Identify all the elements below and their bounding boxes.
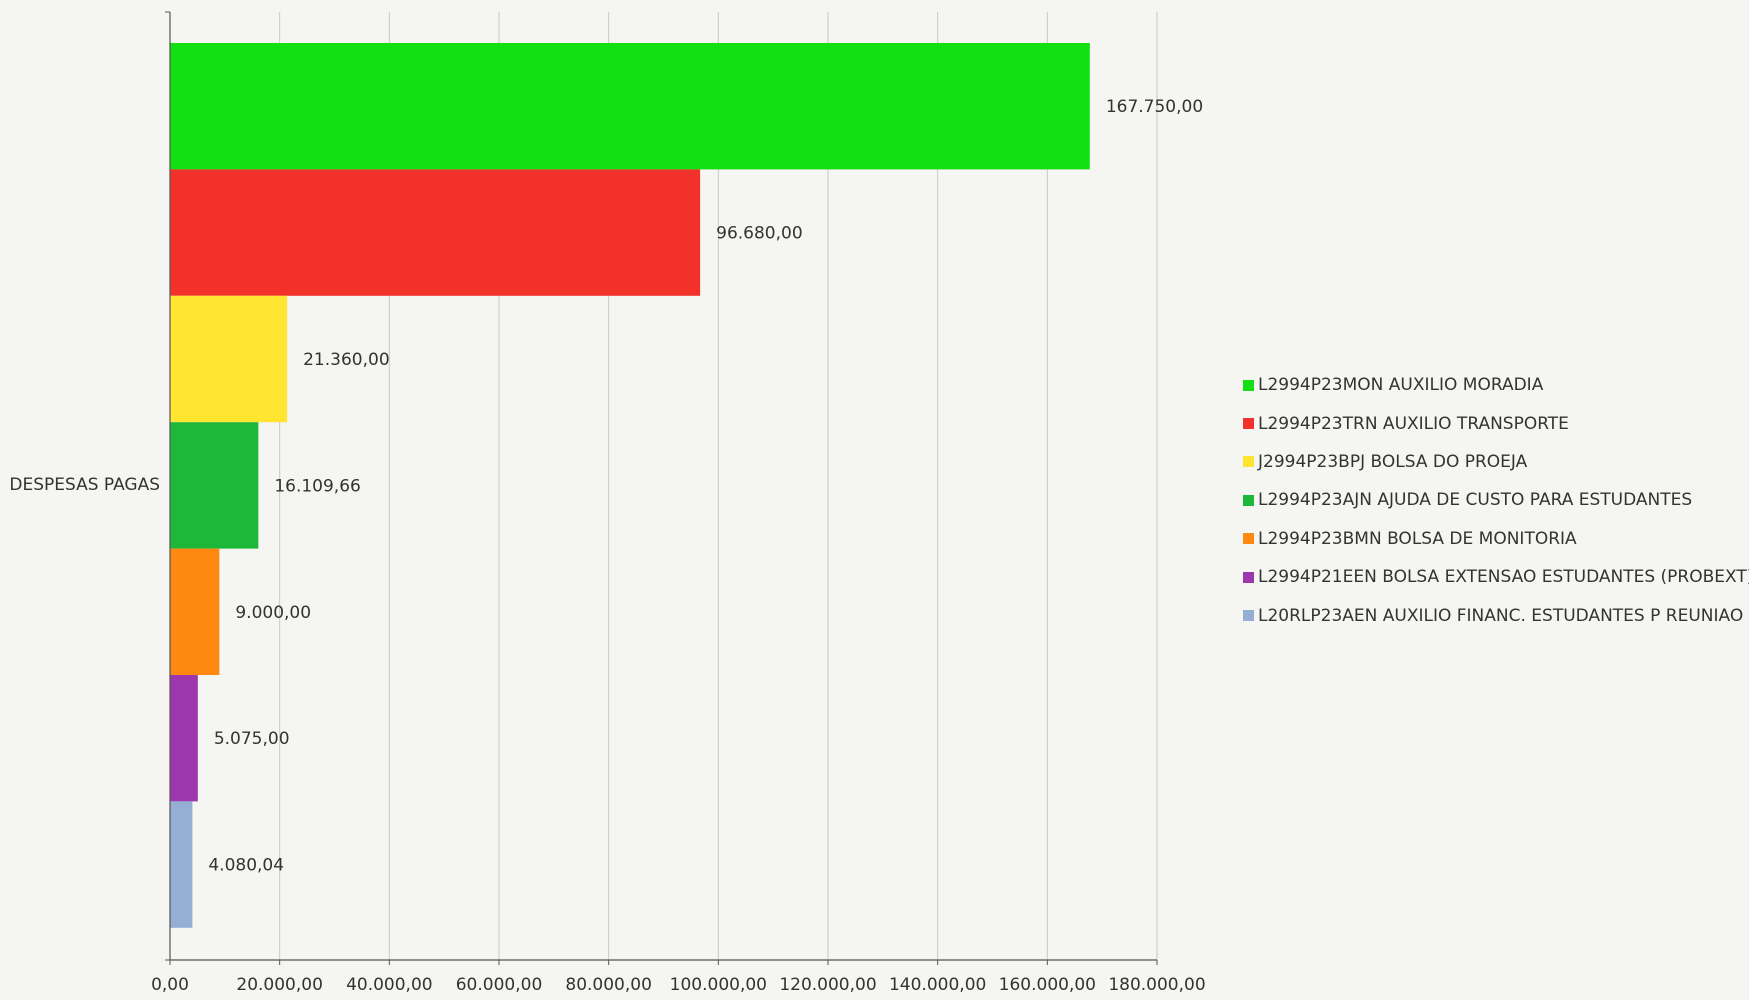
legend-item: L2994P23MON AUXILIO MORADIA — [1243, 366, 1749, 404]
axes — [165, 11, 1158, 965]
x-tick-label: 100.000,00 — [670, 975, 767, 995]
legend-swatch — [1243, 494, 1254, 506]
bar — [170, 422, 259, 549]
bar-value-label: 9.000,00 — [235, 603, 311, 623]
bar-value-label: 167.750,00 — [1106, 97, 1203, 117]
bar-value-label: 96.680,00 — [716, 224, 803, 244]
legend-swatch — [1243, 610, 1254, 622]
legend-label: L2994P23BMN BOLSA DE MONITORIA — [1258, 528, 1577, 549]
x-tick-labels: 0,00 20.000,00 40.000,00 60.000,00 80.000,00… — [151, 975, 1206, 995]
x-tick-label: 120.000,00 — [779, 975, 876, 995]
x-tick-label: 0,00 — [151, 975, 189, 995]
legend-label: L2994P21EEN BOLSA EXTENSAO ESTUDANTES (P… — [1258, 567, 1749, 588]
x-tick-label: 20.000,00 — [236, 975, 323, 995]
legend-item: L2994P23TRN AUXILIO TRANSPORTE — [1243, 404, 1749, 442]
x-tick-label: 80.000,00 — [565, 975, 652, 995]
legend-item: L2994P21EEN BOLSA EXTENSAO ESTUDANTES (P… — [1243, 558, 1749, 596]
bar — [170, 169, 701, 296]
bar — [170, 801, 193, 928]
bar — [170, 675, 198, 802]
bar-value-label: 4.080,04 — [208, 856, 284, 876]
bars — [170, 43, 1090, 928]
data-labels: 167.750,00 96.680,00 21.360,00 16.109,66 9.0… — [208, 97, 1203, 875]
legend-swatch — [1243, 571, 1254, 583]
legend-item: J2994P23BPJ BOLSA DO PROEJA — [1243, 443, 1749, 481]
x-tick-label: 140.000,00 — [889, 975, 986, 995]
legend-item: L2994P23AJN AJUDA DE CUSTO PARA ESTUDANT… — [1243, 481, 1749, 519]
bar — [170, 295, 288, 423]
bar-value-label: 16.109,66 — [274, 476, 361, 496]
x-tick-label: 40.000,00 — [346, 975, 433, 995]
legend-label: L2994P23AJN AJUDA DE CUSTO PARA ESTUDANT… — [1258, 490, 1693, 511]
legend-label: J2994P23BPJ BOLSA DO PROEJA — [1258, 451, 1528, 472]
x-tick-label: 60.000,00 — [456, 975, 543, 995]
bar — [170, 548, 220, 675]
legend-item: L2994P23BMN BOLSA DE MONITORIA — [1243, 520, 1749, 558]
legend-swatch — [1243, 533, 1254, 545]
bar-chart-plot: 0,00 20.000,00 40.000,00 60.000,00 80.000,00… — [9, 11, 1206, 995]
legend: L2994P23MON AUXILIO MORADIA L2994P23TRN A… — [1243, 366, 1749, 635]
legend-label: L2994P23MON AUXILIO MORADIA — [1258, 375, 1544, 396]
legend-swatch — [1243, 418, 1254, 430]
x-tick-label: 160.000,00 — [999, 975, 1096, 995]
category-label: DESPESAS PAGAS — [9, 475, 160, 495]
bar-value-label: 21.360,00 — [303, 350, 390, 370]
bar — [170, 43, 1090, 170]
legend-swatch — [1243, 456, 1254, 468]
legend-item: L20RLP23AEN AUXILIO FINANC. ESTUDANTES P… — [1243, 596, 1749, 634]
bar-value-label: 5.075,00 — [214, 729, 290, 749]
legend-label: L2994P23TRN AUXILIO TRANSPORTE — [1258, 413, 1569, 434]
x-tick-label: 180.000,00 — [1108, 975, 1205, 995]
legend-label: L20RLP23AEN AUXILIO FINANC. ESTUDANTES P… — [1258, 605, 1744, 626]
legend-swatch — [1243, 379, 1254, 391]
